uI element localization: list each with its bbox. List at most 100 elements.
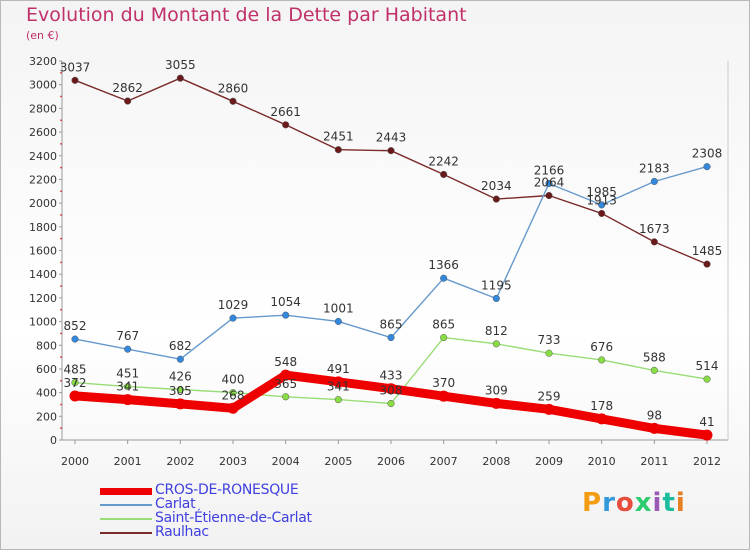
data-label: 1054	[270, 295, 301, 309]
data-point	[545, 191, 553, 200]
data-label: 733	[538, 333, 561, 347]
data-label: 485	[64, 363, 87, 377]
y-axis-ticks: 0 200 400 600 800 1000 1200 1400 1600 1800 2000 220…	[29, 55, 62, 447]
data-point	[124, 383, 132, 391]
y-minor-tick	[60, 95, 62, 98]
series-saint-etienne-de-carlat	[71, 334, 711, 408]
y-tick-label: 2000	[29, 197, 57, 210]
data-point	[440, 170, 448, 179]
x-axis-ticks: 2000 2001 2002 2003 2004 2005 2006 2007 2008 2009…	[61, 440, 721, 468]
y-minor-tick	[60, 427, 62, 430]
data-label: 3037	[60, 60, 91, 74]
y-minor-tick	[60, 332, 62, 335]
legend-swatch	[100, 504, 152, 506]
data-label: 1001	[323, 301, 354, 315]
data-label: 812	[485, 324, 508, 338]
data-point	[492, 195, 500, 203]
data-point	[124, 345, 132, 353]
legend-item-saint-etienne-de-carlat: Saint-Étienne-de-Carlat	[100, 511, 400, 526]
data-point	[598, 209, 606, 217]
data-point	[703, 260, 711, 268]
x-tick-label: 2007	[430, 455, 458, 468]
data-point	[387, 334, 395, 342]
data-label: 1985	[586, 185, 617, 199]
data-point	[596, 413, 608, 425]
chart-subtitle: (en €)	[26, 29, 59, 42]
data-point	[229, 97, 237, 105]
y-tick-label: 2200	[29, 173, 57, 186]
x-tick-label: 2003	[219, 455, 247, 468]
data-point	[229, 314, 237, 322]
legend-item-carlat: Carlat	[100, 496, 400, 512]
data-label: 308	[380, 384, 403, 398]
data-point	[703, 375, 711, 383]
y-tick-label: 800	[36, 339, 57, 352]
data-label: 400	[222, 373, 245, 387]
y-minor-tick	[60, 285, 62, 287]
x-tick-label: 2002	[166, 455, 194, 468]
data-point	[701, 429, 713, 441]
legend-label: Carlat	[155, 496, 196, 512]
data-point	[438, 390, 450, 402]
data-label: 341	[116, 380, 139, 394]
data-label: 341	[327, 380, 350, 394]
legend-label: CROS-DE-RONESQUE	[155, 482, 299, 498]
data-label: 2308	[692, 147, 723, 161]
y-minor-tick	[60, 71, 62, 74]
data-label: 433	[380, 369, 403, 383]
y-minor-tick	[60, 356, 62, 358]
data-label: 865	[380, 318, 403, 332]
data-point	[650, 238, 658, 246]
data-point	[124, 97, 132, 105]
series-line	[74, 77, 708, 265]
data-label: 1913	[586, 193, 617, 207]
data-label: 268	[222, 388, 245, 402]
logo-letter: r	[602, 488, 616, 518]
y-tick-label: 1600	[29, 245, 57, 258]
data-label: 676	[590, 340, 613, 354]
data-point	[332, 376, 344, 388]
logo-letter: o	[615, 488, 635, 518]
data-point	[650, 366, 658, 374]
x-tick-label: 2010	[588, 455, 616, 468]
legend-swatch	[100, 532, 152, 534]
legend-item-raulhac: Raulhac	[100, 525, 400, 540]
logo-letter: t	[662, 488, 676, 518]
data-label: 259	[538, 389, 561, 403]
data-label: 2443	[376, 131, 407, 145]
data-point	[387, 147, 395, 155]
data-label: 1195	[481, 278, 512, 292]
y-minor-tick	[60, 237, 62, 240]
data-label: 2166	[534, 163, 565, 177]
data-label: 2242	[428, 154, 459, 168]
y-minor-tick	[60, 261, 62, 264]
y-tick-label: 1200	[29, 292, 57, 305]
y-tick-label: 3200	[29, 55, 57, 68]
data-label: 451	[116, 367, 139, 381]
data-point	[174, 398, 186, 410]
data-point	[598, 201, 606, 209]
data-point	[545, 349, 553, 357]
y-minor-tick	[60, 166, 62, 169]
data-point	[334, 396, 342, 404]
chart-title: Evolution du Montant de la Dette par Hab…	[26, 4, 467, 26]
data-label: 2860	[218, 81, 249, 95]
logo-letter: P	[582, 488, 603, 518]
data-point	[543, 403, 555, 415]
logo-letter: i	[675, 488, 686, 518]
data-point	[334, 317, 342, 325]
data-label: 98	[647, 408, 662, 422]
y-tick-label: 2400	[29, 150, 57, 163]
data-point	[334, 146, 342, 154]
data-label: 865	[432, 318, 455, 332]
series-raulhac	[71, 74, 711, 268]
data-point	[280, 369, 292, 381]
y-minor-tick	[60, 379, 62, 382]
data-label: 2451	[323, 130, 354, 144]
y-tick-label: 2800	[29, 102, 57, 115]
data-label: 767	[116, 329, 139, 343]
x-tick-label: 2004	[272, 455, 300, 468]
data-label: 2661	[270, 105, 301, 119]
data-point	[122, 394, 134, 406]
data-point	[227, 402, 239, 414]
